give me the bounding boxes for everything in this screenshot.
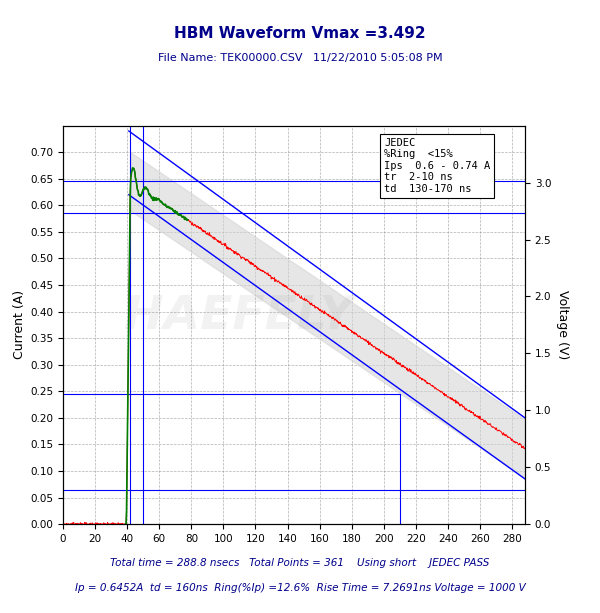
Text: JEDEC
%Ring  <15%
Ips  0.6 - 0.74 A
tr  2-10 ns
td  130-170 ns: JEDEC %Ring <15% Ips 0.6 - 0.74 A tr 2-1… [384,137,490,194]
Text: File Name: TEK00000.CSV   11/22/2010 5:05:08 PM: File Name: TEK00000.CSV 11/22/2010 5:05:… [158,53,442,63]
Y-axis label: Current (A): Current (A) [13,291,26,359]
Text: Ip = 0.6452A  td = 160ns  Ring(%Ip) =12.6%  Rise Time = 7.2691ns Voltage = 1000 : Ip = 0.6452A td = 160ns Ring(%Ip) =12.6%… [74,584,526,593]
Text: HAEFELY: HAEFELY [124,294,353,340]
Text: HBM Waveform Vmax =3.492: HBM Waveform Vmax =3.492 [174,26,426,41]
Y-axis label: Voltage (V): Voltage (V) [556,291,569,359]
Text: Total time = 288.8 nsecs   Total Points = 361    Using short    JEDEC PASS: Total time = 288.8 nsecs Total Points = … [110,558,490,568]
